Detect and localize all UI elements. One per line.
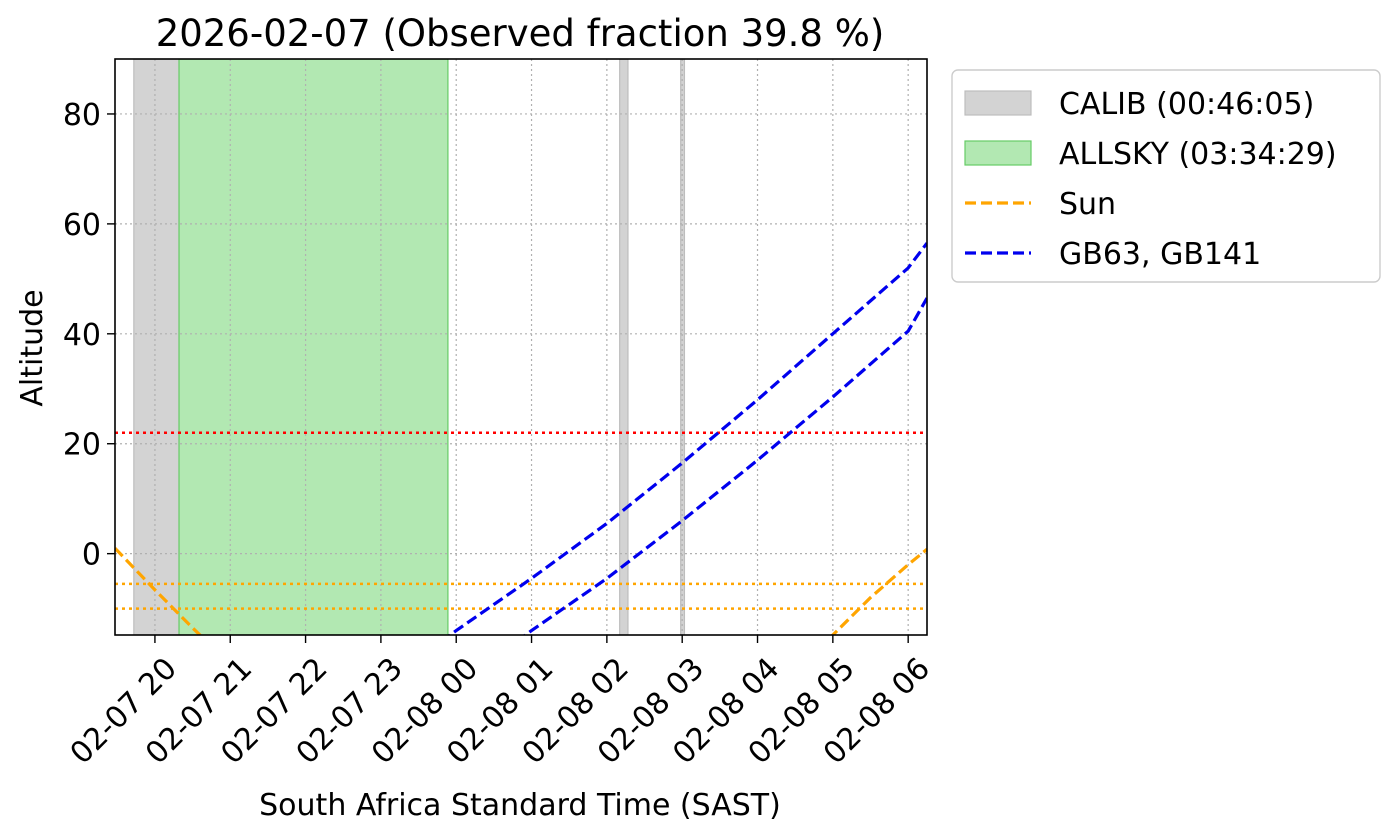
series-sun-line-0 <box>115 547 203 635</box>
span-calib-3 <box>680 59 686 635</box>
y-axis: 0 20 40 60 80 <box>63 98 115 573</box>
chart-title: 2026-02-07 (Observed fraction 39.8 %) <box>156 12 885 55</box>
y-tick-label: 0 <box>82 538 101 573</box>
series-sun-line-1 <box>830 548 927 635</box>
y-axis-label: Altitude <box>15 289 50 406</box>
span-calib-0 <box>133 59 180 635</box>
legend-swatch <box>964 90 1032 116</box>
span-allsky-1 <box>178 59 449 635</box>
series-gb63-line-2 <box>447 242 927 635</box>
legend: CALIB (00:46:05) ALLSKY (03:34:29) Sun GB63… <box>951 69 1381 283</box>
y-tick-label: 60 <box>63 208 101 243</box>
legend-label: Sun <box>1059 187 1116 222</box>
plot-content <box>115 59 927 635</box>
legend-box <box>951 69 1381 283</box>
x-axis-label: South Africa Standard Time (SAST) <box>259 788 781 823</box>
legend-label: CALIB (00:46:05) <box>1059 87 1314 122</box>
series-gb141-line-3 <box>522 297 927 635</box>
plot-frame <box>114 58 928 636</box>
span-calib-2 <box>619 59 629 635</box>
plot-area <box>114 58 928 636</box>
y-tick-label: 20 <box>63 428 101 463</box>
y-tick-label: 80 <box>63 98 101 133</box>
legend-label: GB63, GB141 <box>1059 237 1261 272</box>
legend-swatch <box>964 140 1032 166</box>
legend-label: ALLSKY (03:34:29) <box>1059 137 1337 172</box>
y-tick-label: 40 <box>63 318 101 353</box>
